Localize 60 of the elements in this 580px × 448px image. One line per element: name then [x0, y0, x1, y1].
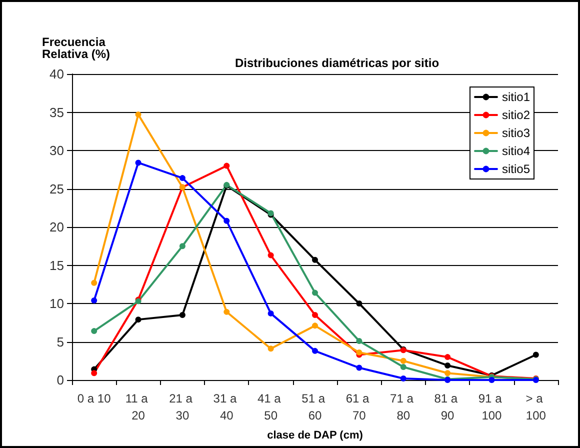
point: [312, 290, 318, 296]
x-tick-label: > a 100: [526, 392, 546, 422]
legend-label: sitio2: [502, 108, 530, 122]
y-tick-label: 30: [50, 143, 64, 158]
point: [91, 280, 98, 286]
x-tick-label: 21 a 30: [169, 392, 196, 422]
x-tick-label: 31 a 40: [213, 392, 240, 422]
point: [312, 256, 318, 263]
point: [91, 370, 98, 376]
point: [444, 362, 451, 368]
point: [400, 375, 406, 382]
y-tick-label: 20: [50, 220, 64, 234]
point: [179, 312, 186, 318]
point: [312, 312, 318, 318]
point: [444, 370, 451, 376]
y-tick-label: 10: [50, 296, 64, 311]
point: [135, 160, 142, 166]
x-tick-label: 91 a 100: [478, 392, 506, 422]
y-axis-title: Frecuencia Relativa (%): [42, 35, 110, 61]
point: [224, 218, 230, 224]
x-tick-label: 41 a 50: [257, 392, 284, 422]
y-tick-label: 35: [50, 104, 64, 120]
chart-title: Distribuciones diamétricas por sitio: [234, 56, 440, 70]
point: [356, 338, 362, 344]
point: [312, 348, 318, 354]
y-tick-label: 25: [50, 181, 64, 196]
point: [356, 300, 362, 306]
point: [268, 252, 274, 258]
x-tick-label: 51 a 60: [302, 392, 328, 422]
y-tick-label: 40: [50, 66, 64, 82]
point: [356, 364, 362, 371]
x-tick-label: 81 a 90: [434, 392, 461, 422]
point: [179, 243, 186, 250]
x-tick-label: 0 a 10: [77, 392, 112, 406]
point: [91, 297, 98, 304]
point: [135, 316, 142, 323]
legend-label: sitio5: [502, 162, 530, 176]
point: [268, 346, 274, 352]
x-axis-title: clase de DAP (cm): [267, 430, 364, 442]
point: [532, 352, 539, 358]
point: [312, 322, 318, 329]
legend-label: sitio4: [502, 144, 530, 158]
y-tick-label: 0: [56, 372, 64, 388]
point: [356, 349, 362, 356]
point: [400, 358, 406, 364]
point: [224, 308, 230, 315]
legend-label: sitio1: [502, 90, 530, 104]
point: [444, 354, 451, 360]
point: [179, 175, 186, 182]
point: [268, 310, 274, 316]
x-tick-label: 11 a 20: [125, 392, 152, 422]
x-tick-label: 71 a 80: [390, 392, 417, 422]
legend-label: sitio3: [502, 126, 530, 140]
point: [488, 377, 495, 383]
point: [400, 364, 406, 370]
point: [224, 162, 230, 169]
y-tick-label: 5: [56, 334, 64, 350]
x-tick-label: 61 a 70: [346, 392, 373, 422]
point: [91, 328, 98, 334]
y-tick-label: 15: [50, 258, 64, 273]
